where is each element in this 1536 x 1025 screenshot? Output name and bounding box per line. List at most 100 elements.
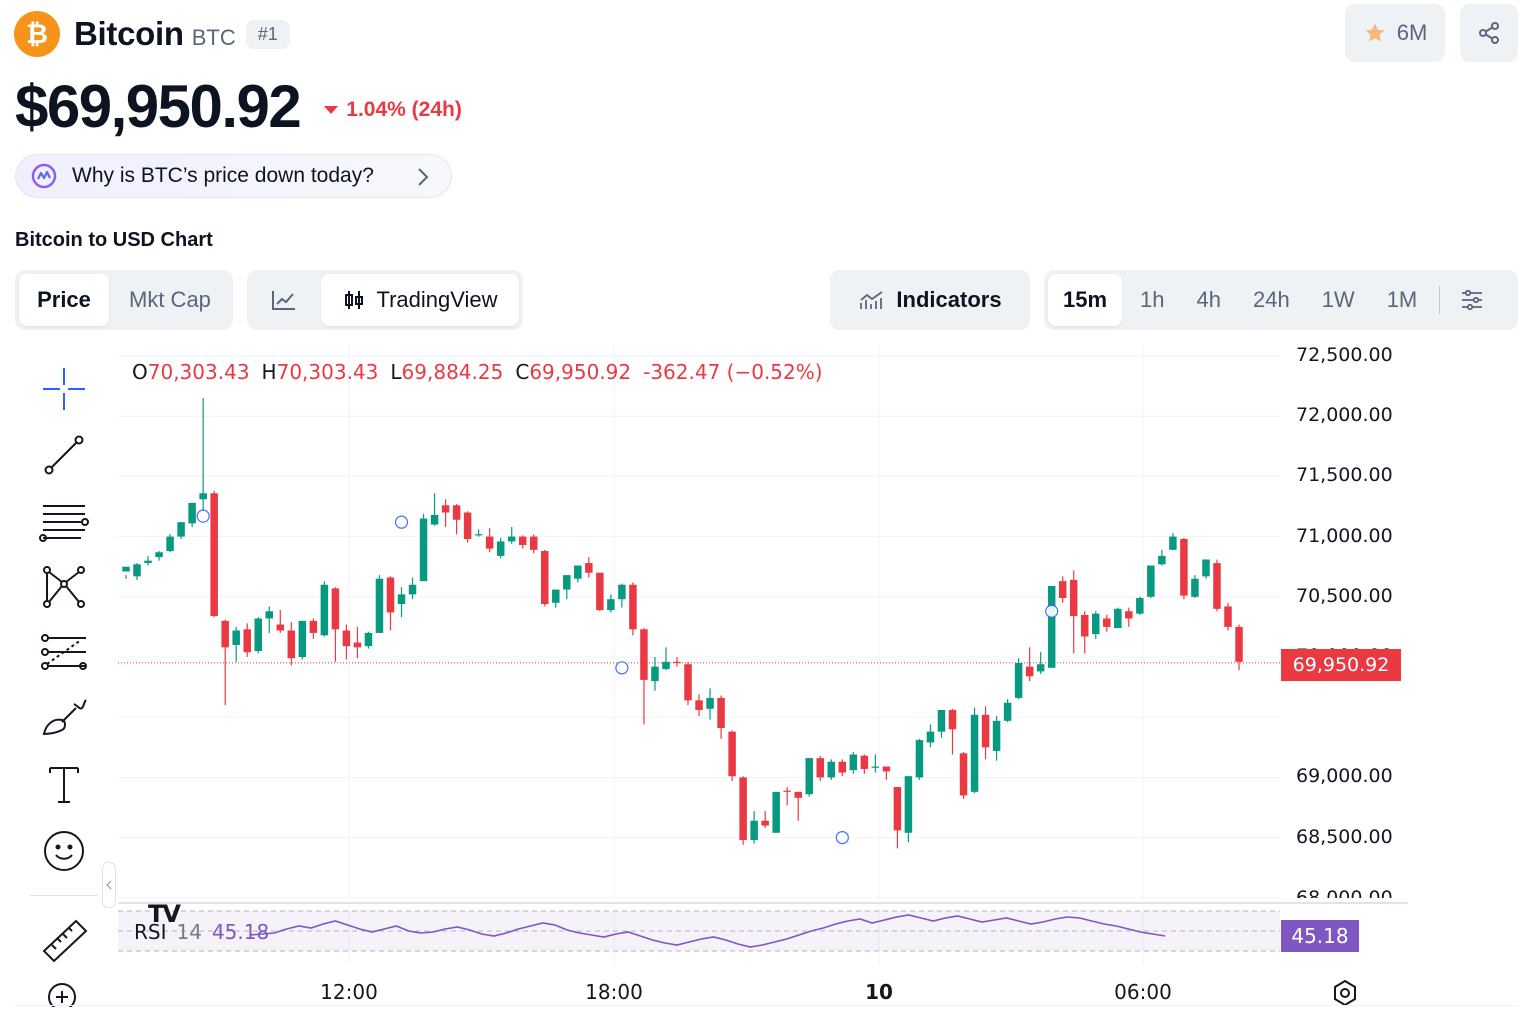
candle-body	[673, 661, 681, 664]
candle-body	[1014, 663, 1023, 698]
ohlc-legend: O70,303.43 H70,303.43 L69,884.25 C69,950…	[132, 360, 827, 384]
candle-body	[353, 642, 362, 648]
range-15m[interactable]: 15m	[1048, 274, 1122, 326]
share-icon	[1479, 22, 1499, 44]
candle-body	[1202, 559, 1210, 577]
candle-body	[1058, 581, 1067, 599]
ai-assistant-icon	[31, 163, 57, 189]
candle-body	[309, 620, 318, 633]
candle-body	[1180, 539, 1188, 596]
candle-body	[761, 820, 769, 826]
candle-body	[331, 588, 340, 630]
candle-body	[662, 661, 670, 670]
candle-body	[684, 664, 692, 701]
rsi-value: 45.18	[211, 920, 270, 944]
horizontal-lines-icon	[39, 505, 89, 542]
y-tick-label: 68,000.00	[1296, 886, 1393, 898]
brush-tool[interactable]	[30, 692, 98, 746]
trend-line-tool[interactable]	[30, 428, 98, 482]
range-1m[interactable]: 1M	[1386, 287, 1418, 312]
watchlist-button[interactable]: 6M	[1345, 4, 1445, 62]
candle-body	[155, 552, 163, 558]
candle-body	[342, 630, 351, 647]
candle-body	[981, 714, 990, 748]
ruler-tool[interactable]	[30, 913, 98, 967]
candle-body	[1069, 579, 1078, 617]
range-24h[interactable]: 24h	[1252, 287, 1290, 312]
zoom-in-icon	[48, 983, 76, 1007]
candle-body	[133, 564, 141, 577]
chart-settings-button[interactable]	[1448, 274, 1496, 326]
settings-hex-icon	[1334, 979, 1356, 1007]
tab-mkt-cap[interactable]: Mkt Cap	[129, 287, 211, 312]
candle-body	[485, 536, 494, 549]
range-divider	[1439, 286, 1441, 314]
sliders-icon	[1462, 289, 1483, 311]
ohlc-high: 70,303.43	[276, 360, 379, 384]
y-tick-label: 72,500.00	[1296, 344, 1393, 366]
candle-body	[827, 761, 836, 778]
y-tick-label: 71,500.00	[1296, 464, 1393, 487]
share-button[interactable]	[1460, 4, 1518, 62]
chevron-right-icon	[418, 168, 429, 186]
candle-body	[287, 630, 296, 659]
candle-body	[243, 629, 251, 653]
candle-body	[463, 512, 472, 540]
candle-body	[419, 518, 428, 582]
candle-body	[1125, 611, 1133, 619]
candle-body	[122, 566, 130, 572]
ohlc-close-label: C	[515, 360, 530, 384]
candle-body	[871, 766, 880, 768]
tab-price[interactable]: Price	[19, 274, 109, 326]
pattern-tool[interactable]	[30, 560, 98, 614]
y-tick-label: 68,500.00	[1296, 825, 1393, 848]
candle-body	[1092, 613, 1100, 635]
candle-body	[926, 731, 935, 743]
candle-body	[574, 565, 582, 579]
horizontal-lines-tool[interactable]	[30, 494, 98, 548]
bitcoin-logo-icon: ₿	[14, 11, 60, 57]
range-4h[interactable]: 4h	[1196, 287, 1221, 312]
candle-body	[474, 534, 483, 536]
text-icon	[49, 767, 79, 803]
candle-body	[596, 572, 604, 611]
candle-body	[1191, 578, 1199, 597]
brush-icon	[42, 699, 87, 736]
tab-line-chart[interactable]	[251, 274, 317, 326]
ai-why-price-button[interactable]: Why is BTC’s price down today?	[15, 154, 452, 198]
y-tick-label: 72,000.00	[1296, 404, 1393, 427]
candle-body	[507, 536, 516, 542]
candle-body	[1235, 626, 1243, 662]
candle-body	[496, 541, 505, 556]
zoom-in-tool[interactable]	[30, 979, 98, 1007]
x-tick-label: 12:00	[320, 980, 378, 1004]
event-marker	[394, 515, 409, 529]
candlestick-chart[interactable]	[0, 340, 1536, 1010]
indicators-button[interactable]: Indicators	[830, 270, 1030, 330]
fib-retracement-tool[interactable]	[30, 626, 98, 680]
text-tool[interactable]	[30, 758, 98, 812]
candlestick-icon	[345, 291, 364, 309]
ohlc-low: 69,884.25	[401, 360, 504, 384]
emoji-tool[interactable]	[30, 824, 98, 878]
candle-body	[1036, 664, 1045, 672]
candle-body	[1136, 598, 1144, 614]
ruler-icon	[42, 919, 88, 963]
toolbar-separator	[30, 895, 98, 896]
collapse-toolbar-button[interactable]	[102, 862, 116, 908]
ohlc-open: 70,303.43	[147, 360, 250, 384]
pattern-icon	[43, 566, 85, 608]
tab-tradingview[interactable]: TradingView	[321, 274, 519, 326]
range-1w[interactable]: 1W	[1321, 287, 1355, 312]
chart-settings-icon-button[interactable]	[1330, 978, 1360, 1013]
emoji-icon	[44, 831, 84, 871]
candle-body	[618, 584, 626, 600]
current-price: $69,950.92	[15, 73, 302, 140]
candle-body	[1103, 618, 1111, 627]
crosshair-tool[interactable]	[30, 362, 98, 416]
candle-body	[706, 697, 714, 709]
range-1h[interactable]: 1h	[1140, 287, 1165, 312]
coin-symbol: BTC	[191, 24, 236, 50]
candle-body	[386, 577, 395, 613]
candle-body	[221, 620, 229, 648]
